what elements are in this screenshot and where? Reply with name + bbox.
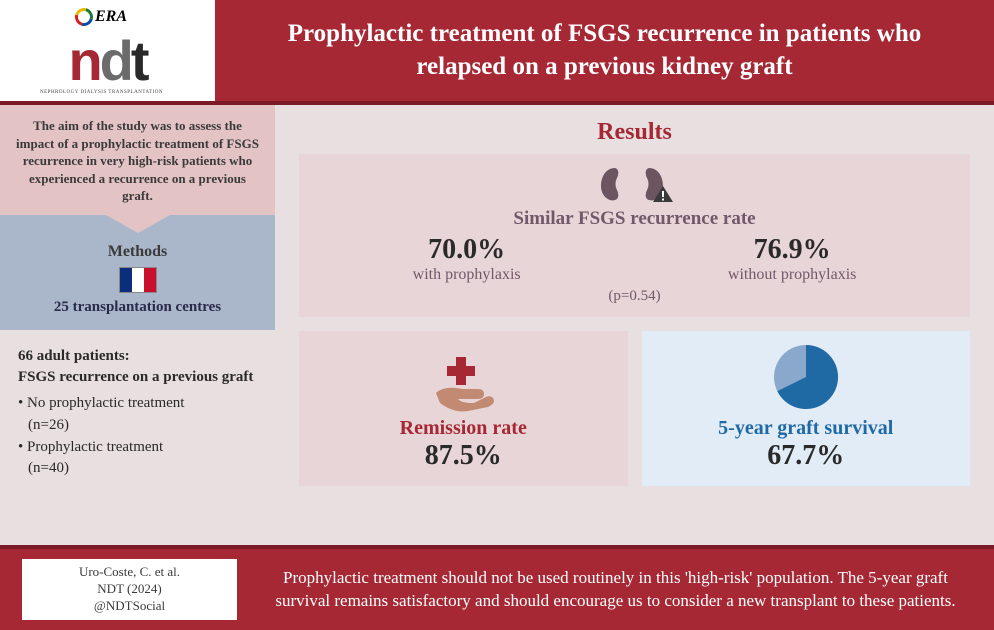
era-swirl-icon: [72, 5, 97, 30]
methods-heading: Methods: [14, 243, 261, 261]
patient-groups-list: No prophylactic treatment (n=26) Prophyl…: [18, 393, 257, 480]
kidney-warning-icon: [635, 164, 675, 204]
conclusion-text: Prophylactic treatment should not be use…: [237, 549, 994, 630]
era-text: ERA: [95, 8, 127, 26]
survival-value: 67.7%: [767, 440, 844, 472]
with-prophylaxis-label: with prophylaxis: [413, 266, 521, 284]
main-content: The aim of the study was to assess the i…: [0, 105, 994, 545]
results-column: Results Similar FSGS recurrence rate 70.…: [275, 105, 994, 545]
citation-journal: NDT (2024): [97, 581, 161, 598]
left-column: The aim of the study was to assess the i…: [0, 105, 275, 545]
ndt-logo: ndt: [68, 28, 146, 93]
recurrence-values-row: 70.0% with prophylaxis 76.9% without pro…: [319, 234, 950, 284]
medical-hand-icon: [428, 353, 498, 413]
journal-logo-box: ERA ndt NEPHROLOGY DIALYSIS TRANSPLANTAT…: [0, 0, 215, 101]
without-prophylaxis-pct: 76.9%: [728, 234, 856, 266]
era-logo: ERA: [75, 8, 127, 26]
with-prophylaxis-col: 70.0% with prophylaxis: [413, 234, 521, 284]
recurrence-label: Similar FSGS recurrence rate: [319, 208, 950, 230]
study-aim-box: The aim of the study was to assess the i…: [0, 105, 275, 215]
centres-count-text: 25 transplantation centres: [14, 299, 261, 316]
remission-panel: Remission rate 87.5%: [299, 331, 628, 486]
page-title: Prophylactic treatment of FSGS recurrenc…: [245, 18, 964, 83]
with-prophylaxis-pct: 70.0%: [413, 234, 521, 266]
results-heading: Results: [299, 119, 970, 146]
france-flag-icon: [119, 267, 157, 293]
citation-handle: @NDTSocial: [94, 598, 165, 615]
footer-bar: Uro-Coste, C. et al. NDT (2024) @NDTSoci…: [0, 545, 994, 630]
without-prophylaxis-col: 76.9% without prophylaxis: [728, 234, 856, 284]
kidney-icon: [595, 164, 629, 204]
pie-chart-icon: [770, 341, 842, 413]
list-item: Prophylactic treatment (n=40): [18, 437, 257, 481]
title-container: Prophylactic treatment of FSGS recurrenc…: [215, 0, 994, 101]
remission-label: Remission rate: [400, 417, 527, 440]
survival-label: 5-year graft survival: [718, 417, 893, 440]
patients-box: 66 adult patients: FSGS recurrence on a …: [0, 330, 275, 497]
secondary-stats-row: Remission rate 87.5% 5-year graft surviv…: [299, 331, 970, 486]
recurrence-panel: Similar FSGS recurrence rate 70.0% with …: [299, 154, 970, 317]
header-bar: ERA ndt NEPHROLOGY DIALYSIS TRANSPLANTAT…: [0, 0, 994, 105]
citation-authors: Uro-Coste, C. et al.: [79, 564, 180, 581]
remission-value: 87.5%: [425, 440, 502, 472]
ndt-subtitle: NEPHROLOGY DIALYSIS TRANSPLANTATION: [40, 90, 163, 95]
patients-headline: 66 adult patients:: [18, 348, 130, 364]
kidney-icons-row: [319, 164, 950, 204]
p-value-text: (p=0.54): [319, 288, 950, 305]
list-item: No prophylactic treatment (n=26): [18, 393, 257, 437]
survival-panel: 5-year graft survival 67.7%: [642, 331, 971, 486]
without-prophylaxis-label: without prophylaxis: [728, 266, 856, 284]
citation-box: Uro-Coste, C. et al. NDT (2024) @NDTSoci…: [22, 559, 237, 620]
patients-subline: FSGS recurrence on a previous graft: [18, 369, 253, 385]
